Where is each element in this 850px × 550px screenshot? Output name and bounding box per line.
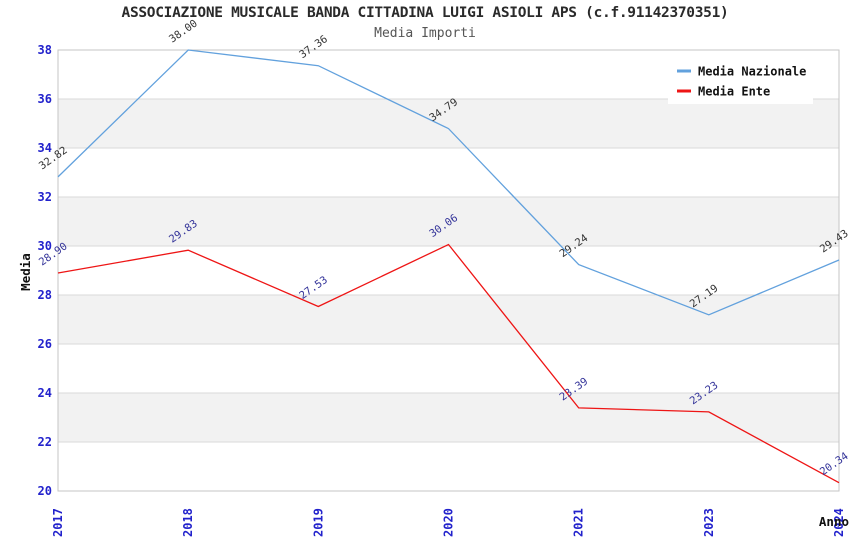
x-axis-label: Anno (819, 514, 849, 529)
chart-title: ASSOCIAZIONE MUSICALE BANDA CITTADINA LU… (121, 5, 729, 21)
series-line-media-nazionale (57, 49, 840, 316)
data-label: 38.00 (167, 17, 200, 45)
y-tick-label: 38 (38, 43, 52, 57)
legend-label: Media Ente (698, 85, 770, 99)
legend-box (668, 54, 813, 104)
data-label: 37.36 (297, 33, 330, 61)
y-axis-label: Media (18, 253, 33, 291)
x-tick-label: 2024 (832, 508, 846, 537)
x-tick-label: 2018 (181, 508, 195, 537)
y-tick-label: 24 (38, 386, 52, 400)
x-tick-label: 2021 (572, 508, 586, 537)
y-tick-label: 20 (38, 484, 52, 498)
grid-band (58, 393, 839, 442)
y-tick-label: 28 (38, 288, 52, 302)
y-tick-label: 30 (38, 239, 52, 253)
chart-subtitle: Media Importi (374, 26, 476, 41)
y-tick-label: 34 (38, 141, 52, 155)
grid-band (58, 99, 839, 148)
y-tick-label: 22 (38, 435, 52, 449)
legend-label: Media Nazionale (698, 65, 806, 79)
x-tick-label: 2020 (442, 508, 456, 537)
plot-border (57, 49, 840, 492)
x-tick-label: 2019 (311, 508, 325, 537)
x-tick-label: 2017 (51, 508, 65, 537)
y-tick-label: 36 (38, 92, 52, 106)
series-line-media-ente (57, 243, 840, 484)
x-tick-label: 2023 (702, 508, 716, 537)
y-tick-label: 26 (38, 337, 52, 351)
grid-band (58, 295, 839, 344)
y-tick-label: 32 (38, 190, 52, 204)
data-label: 20.34 (818, 450, 850, 478)
grid-band (58, 197, 839, 246)
